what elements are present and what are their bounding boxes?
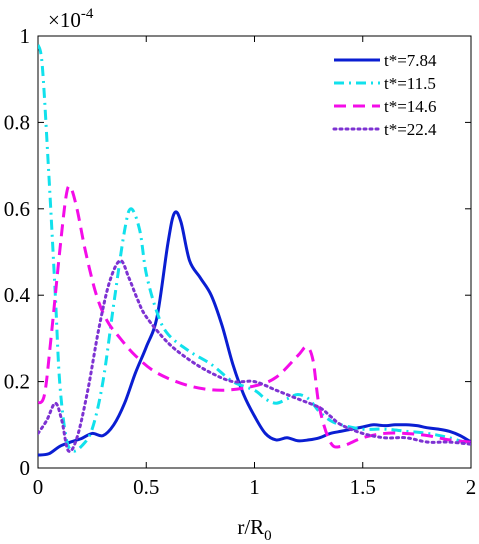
axis-labels: r/R0 ×10-4 <box>48 6 272 544</box>
x-axis-label: r/R0 <box>237 515 271 544</box>
series-line-1 <box>38 210 471 457</box>
legend-label-3: t*=14.6 <box>384 97 437 116</box>
y-tick-label: 1 <box>20 24 31 48</box>
legend-label-4: t*=22.4 <box>384 120 437 139</box>
series-line-4 <box>38 259 471 453</box>
y-tick-label: 0.4 <box>4 283 31 307</box>
legend-label-2: t*=11.5 <box>384 74 436 93</box>
legend-label-1: t*=7.84 <box>384 51 437 70</box>
x-tick-label: 2 <box>466 475 477 499</box>
series-lines <box>38 44 471 457</box>
y-tick-label: 0.2 <box>4 370 30 394</box>
x-tick-label: 0 <box>33 475 44 499</box>
y-tick-label: 0.8 <box>4 110 30 134</box>
series-line-3 <box>38 184 471 449</box>
x-tick-label: 1.5 <box>350 475 376 499</box>
legend: t*=7.84 t*=11.5 t*=14.6 t*=22.4 <box>328 44 465 144</box>
x-tick-label: 1 <box>249 475 260 499</box>
y-axis-multiplier: ×10-4 <box>48 6 94 32</box>
axis-ticks: 0 0.5 1 1.5 2 0 0.2 0.4 0.6 0.8 1 <box>4 24 477 499</box>
y-tick-label: 0.6 <box>4 197 30 221</box>
y-tick-label: 0 <box>20 456 31 480</box>
x-tick-label: 0.5 <box>133 475 159 499</box>
